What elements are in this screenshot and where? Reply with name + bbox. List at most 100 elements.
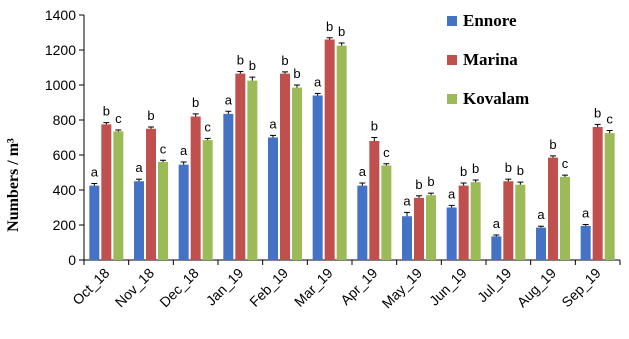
bar-kovalam — [381, 165, 392, 260]
bar-marina — [280, 73, 290, 260]
significance-label: b — [192, 95, 199, 110]
bar-marina — [235, 73, 246, 260]
bar-marina — [458, 185, 469, 260]
significance-label: b — [326, 19, 333, 34]
axes: 0 200 400 600 800 1000 1200 1400 — [45, 7, 621, 268]
legend-label-marina: Marina — [463, 50, 518, 69]
bar-ennore — [223, 113, 234, 260]
significance-label: b — [249, 58, 256, 73]
bar-kovalam — [247, 80, 258, 260]
bar-kovalam — [560, 176, 570, 260]
bar-ennore — [580, 225, 591, 260]
significance-label: b — [594, 105, 601, 120]
significance-label: b — [338, 24, 345, 39]
bar-kovalam — [470, 182, 481, 260]
significance-label: c — [606, 112, 613, 127]
significance-label: b — [147, 108, 154, 123]
significance-label: a — [135, 160, 143, 175]
x-tick-label: May_19 — [379, 265, 426, 312]
bar-kovalam — [292, 87, 302, 260]
x-tick-label: Sep_19 — [558, 265, 604, 311]
y-tick-label: 0 — [68, 252, 76, 268]
bar-ennore — [178, 164, 189, 260]
significance-label: a — [314, 74, 322, 89]
significance-label: a — [537, 207, 545, 222]
bar-kovalam — [336, 45, 347, 260]
y-tick-label: 1200 — [45, 42, 76, 58]
bar-ennore — [536, 227, 546, 260]
bar-ennore — [312, 95, 323, 260]
x-tick-label: Aug_19 — [514, 265, 560, 311]
bar-kovalam — [604, 133, 615, 260]
significance-label: c — [160, 141, 167, 156]
significance-label: a — [269, 116, 277, 131]
bar-kovalam — [515, 184, 526, 260]
bar-marina — [324, 39, 335, 260]
legend-swatch-marina — [447, 55, 457, 65]
significance-label: b — [237, 53, 244, 68]
significance-label: b — [517, 163, 524, 178]
significance-label: a — [493, 216, 501, 231]
significance-label: a — [359, 164, 367, 179]
significance-label: a — [582, 205, 590, 220]
bar-ennore — [134, 181, 144, 260]
significance-label: a — [403, 193, 411, 208]
significance-label: a — [180, 143, 188, 158]
x-tick-label: Feb_19 — [246, 265, 291, 310]
y-tick-label: 800 — [53, 112, 77, 128]
significance-label: c — [562, 156, 569, 171]
bar-kovalam — [202, 140, 213, 260]
bar-marina — [414, 197, 424, 260]
significance-label: b — [103, 104, 110, 119]
bar-marina — [503, 181, 514, 260]
legend-label-kovalam: Kovalam — [463, 89, 529, 108]
significance-label: b — [293, 66, 300, 81]
x-tick-label: Mar_19 — [291, 265, 336, 310]
significance-label: c — [204, 119, 211, 134]
y-axis-label: Numbers / m³ — [5, 138, 22, 232]
y-tick-label: 400 — [53, 182, 77, 198]
y-tick-label: 600 — [53, 147, 77, 163]
x-tick-label: Jul_19 — [474, 265, 515, 306]
y-tick-label: 1000 — [45, 77, 76, 93]
x-tick-labels: Oct_18 Nov_18 Dec_18 Jan_19 Feb_19 Mar_19 Apr_… — [69, 265, 604, 312]
y-tick-label: 1400 — [45, 7, 76, 23]
bar-ennore — [268, 137, 278, 260]
significance-label: b — [371, 119, 378, 134]
bar-marina — [548, 157, 558, 260]
significance-label: b — [472, 161, 479, 176]
x-tick-label: Dec_18 — [156, 265, 202, 311]
significance-label: b — [427, 174, 434, 189]
bar-ennore — [491, 236, 502, 260]
bar-marina — [369, 141, 380, 260]
significance-label: c — [383, 145, 390, 160]
x-tick-label: Jun_19 — [426, 265, 470, 309]
significance-label: c — [115, 111, 122, 126]
x-tick-label: Apr_19 — [337, 265, 380, 308]
legend: Ennore Marina Kovalam — [447, 11, 529, 108]
x-tick-label: Oct_18 — [69, 265, 112, 308]
bar-ennore — [89, 185, 100, 260]
bar-marina — [146, 128, 156, 260]
bar-ennore — [357, 185, 368, 260]
x-tick-label: Nov_18 — [112, 265, 158, 311]
bar-ennore — [402, 216, 412, 260]
significance-label: a — [448, 186, 456, 201]
bar-ennore — [446, 207, 457, 260]
bar-kovalam — [113, 131, 124, 260]
y-tick-label: 200 — [53, 217, 77, 233]
bar-marina — [592, 127, 603, 260]
x-tick-label: Jan_19 — [203, 265, 247, 309]
bar-kovalam — [426, 195, 436, 260]
legend-label-ennore: Ennore — [463, 11, 517, 30]
bar-kovalam — [158, 162, 168, 260]
significance-label: b — [549, 137, 556, 152]
legend-swatch-ennore — [447, 16, 457, 26]
significance-label: a — [225, 92, 233, 107]
significance-label: a — [91, 165, 99, 180]
legend-swatch-kovalam — [447, 94, 457, 104]
significance-label: b — [460, 164, 467, 179]
significance-label: b — [415, 177, 422, 192]
